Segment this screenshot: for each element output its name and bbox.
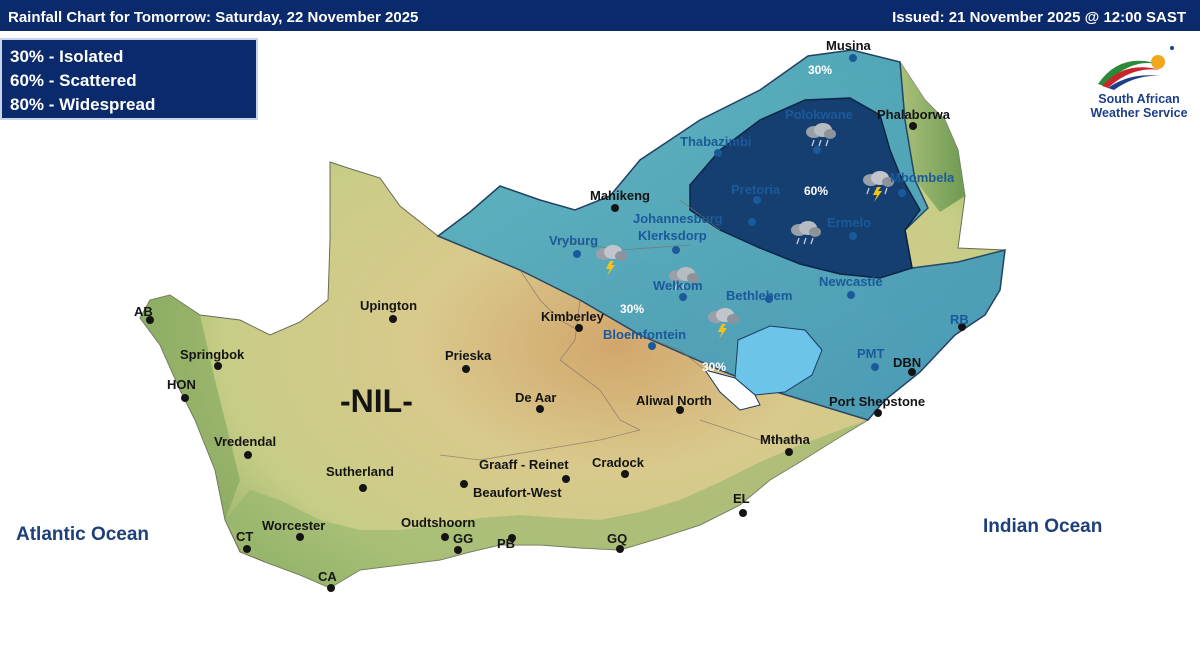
city-label-beaufort-west: Beaufort-West [473,485,562,500]
lowveld-region [900,62,965,212]
city-label-pretoria: Pretoria [731,182,781,197]
city-label-rb: RB [950,312,969,327]
pct-label-mid: 30% [620,302,644,316]
city-label-upington: Upington [360,298,417,313]
city-label-mthatha: Mthatha [760,432,811,447]
city-label-pmt: PMT [857,346,885,361]
city-label-klerksdorp: Klerksdorp [638,228,707,243]
rain-cloud-icon [791,221,821,245]
city-label-pb: PB [497,536,515,551]
thundercloud-icon [596,245,627,276]
city-label-polokwane: Polokwane [785,107,853,122]
chart-title: Rainfall Chart for Tomorrow: Saturday, 2… [8,9,419,26]
logo-line-2: Weather Service [1090,106,1188,120]
city-label-thabazimbi: Thabazimbi [680,134,752,149]
city-markers-blue [573,54,906,371]
pct-label-south: 30% [702,360,726,374]
city-label-ermelo: Ermelo [827,215,871,230]
thundercloud-icon [863,171,894,202]
issued-timestamp: Issued: 21 November 2025 @ 12:00 SAST [892,9,1186,26]
atlantic-ocean-label: Atlantic Ocean [16,524,150,545]
notch-area [703,369,761,411]
swe-logo-icon [1098,46,1174,90]
pct-label-core: 60% [804,184,828,198]
legend-item-isolated: 30% - Isolated [10,47,124,66]
legend-item-scattered: 60% - Scattered [10,71,137,90]
header-bar: Rainfall Chart for Tomorrow: Saturday, 2… [0,0,1200,34]
nil-label: -NIL- [340,383,413,419]
legend-item-widespread: 80% - Widespread [10,95,156,114]
city-label-de-aar: De Aar [515,390,556,405]
city-label-cradock: Cradock [592,455,645,470]
rain-cloud-icon [806,123,836,147]
city-markers-dark [146,122,966,592]
city-label-ab: AB [134,304,153,319]
city-label-worcester: Worcester [262,518,325,533]
logo-line-1: South African [1098,92,1180,106]
city-label-bethlehem: Bethlehem [726,288,792,303]
west-coast-region [140,295,240,520]
city-label-prieska: Prieska [445,348,492,363]
city-label-aliwal-north: Aliwal North [636,393,712,408]
city-label-gq: GQ [607,531,627,546]
city-label-mbombela: Mbombela [890,170,955,185]
city-label-bloemfontein: Bloemfontein [603,327,686,342]
city-label-mahikeng: Mahikeng [590,188,650,203]
rain-cloud-icon [669,267,699,291]
city-label-port-shepstone: Port Shepstone [829,394,925,409]
coastal-green-region [225,420,868,588]
city-label-newcastle: Newcastle [819,274,883,289]
city-label-gg: GG [453,531,473,546]
city-label-sutherland: Sutherland [326,464,394,479]
city-label-kimberley: Kimberley [541,309,605,324]
city-label-hon: HON [167,377,196,392]
city-label-graaff-reinet: Graaff - Reinet [479,457,569,472]
city-label-musina: Musina [826,38,872,53]
city-label-dbn: DBN [893,355,921,370]
pct-label-north: 30% [808,63,832,77]
city-label-el: EL [733,491,750,506]
city-label-vredendal: Vredendal [214,434,276,449]
saws-logo: South African Weather Service [1080,42,1198,122]
city-label-ca: CA [318,569,337,584]
city-label-welkom: Welkom [653,278,703,293]
city-label-oudtshoorn: Oudtshoorn [401,515,475,530]
city-label-vryburg: Vryburg [549,233,598,248]
thundercloud-icon [708,308,739,339]
city-label-phalaborwa: Phalaborwa [877,107,951,122]
city-label-springbok: Springbok [180,347,245,362]
indian-ocean-label: Indian Ocean [983,516,1103,537]
city-label-ct: CT [236,529,253,544]
rain-zone-60 [689,97,921,279]
city-label-johannesburg: Johannesburg [633,211,723,226]
probability-legend: 30% - Isolated 60% - Scattered 80% - Wid… [0,38,258,120]
province-borders [439,199,800,461]
